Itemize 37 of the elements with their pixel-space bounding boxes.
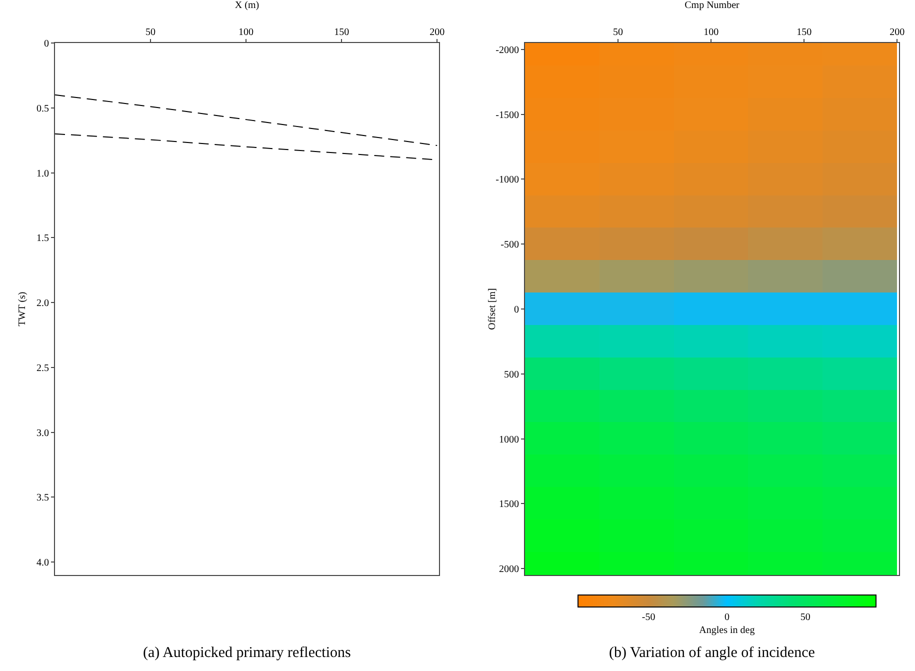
- x-axis-title: X (m): [234, 0, 260, 11]
- y-axis-title: Offset [m]: [487, 288, 498, 330]
- y-tick-label: 2.0: [36, 298, 49, 310]
- x-tick-label: 200: [890, 27, 905, 38]
- line-series: [55, 94, 438, 146]
- y-tick-label: 3.0: [36, 428, 49, 439]
- y-axis-title: TWT (s): [17, 292, 28, 326]
- color-bar-label: -50: [642, 612, 656, 623]
- y-tick-label: 500: [504, 369, 519, 380]
- y-tick-label: 1000: [499, 434, 519, 446]
- x-tick-label: 50: [146, 27, 156, 38]
- y-tick-label: 2000: [499, 564, 519, 576]
- x-tick-label: 50: [613, 27, 624, 38]
- y-tick-label: 4.0: [36, 558, 49, 569]
- y-tick-label: 1.5: [36, 233, 49, 244]
- y-tick-label: 0.5: [36, 103, 49, 114]
- y-tick-label: 1500: [499, 499, 519, 510]
- y-tick-label: 3.5: [36, 492, 49, 504]
- y-tick-label: 0: [514, 304, 519, 316]
- text: (a) Autopicked primary reflections: [143, 645, 351, 661]
- x-tick-label: 100: [238, 27, 254, 38]
- y-tick-label: -500: [500, 240, 519, 251]
- x-tick-label: 150: [334, 27, 350, 38]
- y-tick-label: 0: [44, 38, 49, 50]
- x-tick-label: 100: [704, 27, 719, 38]
- y-tick-label: -1500: [496, 110, 519, 121]
- x-tick-label: 200: [430, 27, 445, 38]
- y-tick-label: -1000: [496, 174, 519, 186]
- y-tick-label: 2.5: [36, 362, 49, 374]
- y-tick-label: 1.0: [36, 168, 49, 180]
- y-tick-label: -2000: [496, 44, 519, 56]
- x-tick-label: 150: [796, 27, 812, 38]
- color-bar-label: 50: [800, 612, 810, 623]
- color-bar-label: 0: [724, 612, 730, 623]
- x-axis-title: Cmp Number: [684, 0, 740, 11]
- color-bar-title: Angles in deg: [699, 625, 755, 636]
- text: (b) Variation of angle of incidence: [609, 645, 816, 661]
